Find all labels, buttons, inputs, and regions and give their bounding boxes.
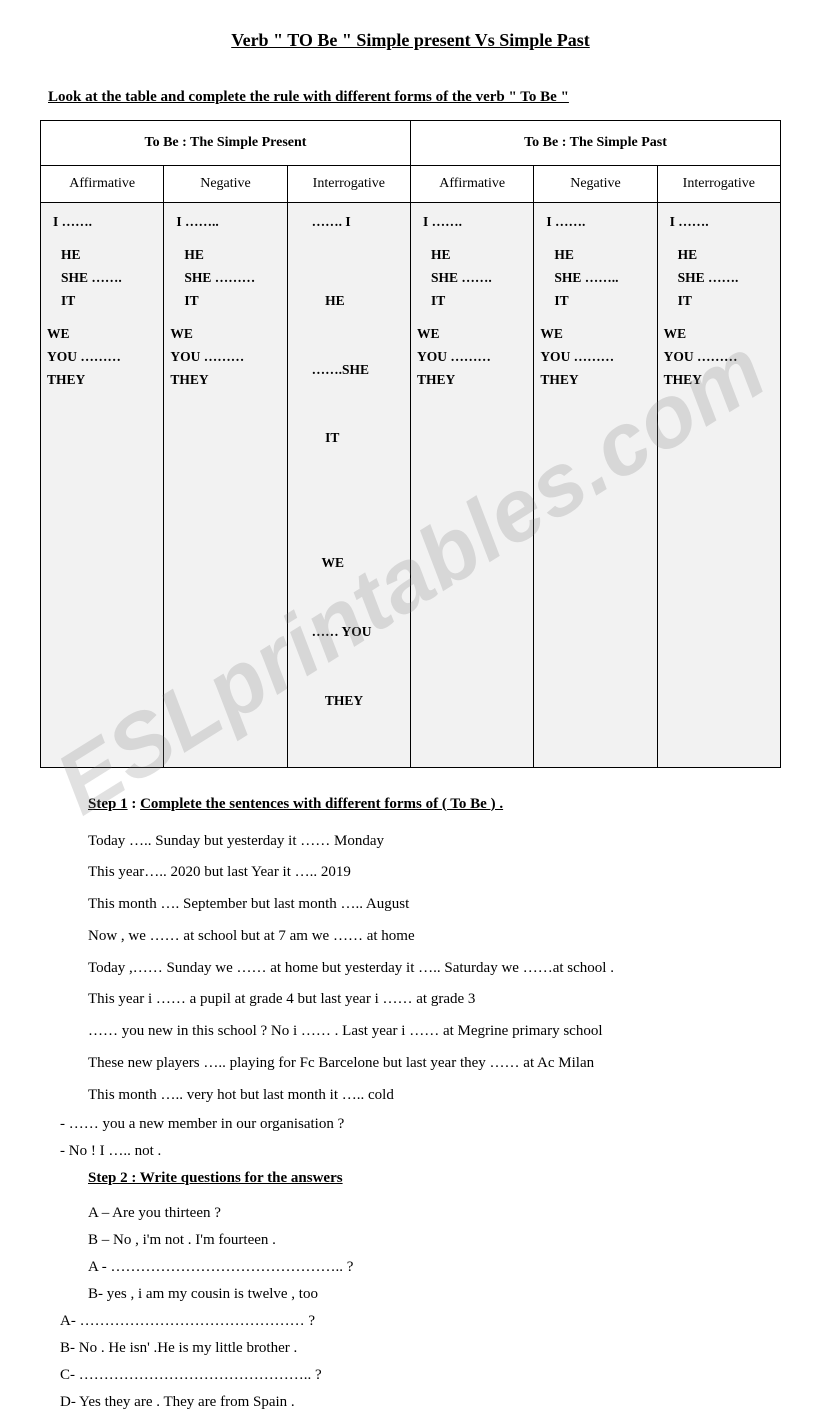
cell-line: SHE …….. bbox=[554, 267, 650, 290]
table-subheader-row: Affirmative Negative Interrogative Affir… bbox=[41, 166, 781, 203]
table-cell: I ……. HE SHE ……. IT WE YOU ……… THEY bbox=[41, 203, 164, 768]
sentence: This month ….. very hot but last month i… bbox=[88, 1085, 781, 1107]
table-header-row: To Be : The Simple Present To Be : The S… bbox=[41, 121, 781, 166]
subhead-cell: Negative bbox=[164, 166, 287, 203]
header-present: To Be : The Simple Present bbox=[41, 121, 411, 166]
cell-line: WE bbox=[417, 323, 527, 346]
cell-line: HE bbox=[61, 244, 157, 267]
cell-line: IT bbox=[184, 290, 280, 313]
table-cell: I ……. HE SHE ……. IT WE YOU ……… THEY bbox=[410, 203, 533, 768]
cell-line: WE bbox=[540, 323, 650, 346]
sentence: This year….. 2020 but last Year it ….. 2… bbox=[88, 862, 781, 884]
cell-line: I ……. bbox=[540, 211, 650, 234]
header-past: To Be : The Simple Past bbox=[410, 121, 780, 166]
cell-line: YOU ……… bbox=[540, 346, 650, 369]
cell-line: THEY bbox=[170, 369, 280, 392]
qa-line: A – Are you thirteen ? bbox=[88, 1205, 781, 1222]
cell-line: HE bbox=[554, 244, 650, 267]
cell-line: YOU ……… bbox=[170, 346, 280, 369]
instruction-text: Look at the table and complete the rule … bbox=[48, 89, 781, 106]
cell-line: IT bbox=[554, 290, 650, 313]
cell-line: ……. I bbox=[312, 211, 404, 234]
cell-line: IT bbox=[431, 290, 527, 313]
sentence-dash: - …… you a new member in our organisatio… bbox=[60, 1116, 781, 1133]
subhead-cell: Interrogative bbox=[287, 166, 410, 203]
cell-line: YOU ……… bbox=[417, 346, 527, 369]
sentence: …… you new in this school ? No i …… . La… bbox=[88, 1021, 781, 1043]
cell-line: SHE ……. bbox=[61, 267, 157, 290]
qa-line: B- No . He isn' .He is my little brother… bbox=[60, 1340, 781, 1357]
cell-line: HE bbox=[678, 244, 774, 267]
cell-line: THEY bbox=[417, 369, 527, 392]
table-cell: I ……. HE SHE …….. IT WE YOU ……… THEY bbox=[534, 203, 657, 768]
sentence-dash: - No ! I ….. not . bbox=[60, 1143, 781, 1160]
cell-line: I ……. bbox=[664, 211, 774, 234]
qa-line: B – No , i'm not . I'm fourteen . bbox=[88, 1232, 781, 1249]
cell-line: THEY bbox=[312, 690, 404, 713]
sentence: These new players ….. playing for Fc Bar… bbox=[88, 1053, 781, 1075]
sentence: This month …. September but last month …… bbox=[88, 894, 781, 916]
page-title: Verb " TO Be " Simple present Vs Simple … bbox=[40, 30, 781, 51]
cell-line: WE bbox=[312, 552, 404, 575]
cell-line: WE bbox=[170, 323, 280, 346]
qa-line: A- ……………………………………… ? bbox=[60, 1313, 781, 1330]
cell-line: …… YOU bbox=[312, 621, 404, 644]
sentence: This year i …… a pupil at grade 4 but la… bbox=[88, 989, 781, 1011]
qa-line: A - ……………………………………….. ? bbox=[88, 1259, 781, 1276]
cell-line: I ……. bbox=[417, 211, 527, 234]
cell-line: YOU ……… bbox=[47, 346, 157, 369]
subhead-cell: Interrogative bbox=[657, 166, 780, 203]
cell-line: IT bbox=[61, 290, 157, 313]
subhead-cell: Affirmative bbox=[410, 166, 533, 203]
qa-line: C- ……………………………………….. ? bbox=[60, 1367, 781, 1384]
cell-line: SHE ……… bbox=[184, 267, 280, 290]
cell-line: SHE ……. bbox=[678, 267, 774, 290]
cell-line: IT bbox=[312, 427, 404, 450]
cell-line: I …….. bbox=[170, 211, 280, 234]
cell-line: HE bbox=[431, 244, 527, 267]
step1-label-bold: Step 1 bbox=[88, 796, 128, 812]
step2-block: Step 2 : Write questions for the answers… bbox=[88, 1170, 781, 1411]
cell-line: …….SHE bbox=[312, 359, 404, 382]
step1-label: Step 1 : Complete the sentences with dif… bbox=[88, 796, 781, 813]
cell-line: THEY bbox=[47, 369, 157, 392]
step1-block: Step 1 : Complete the sentences with dif… bbox=[88, 796, 781, 1161]
cell-line: YOU ……… bbox=[664, 346, 774, 369]
qa-line: D- Yes they are . They are from Spain . bbox=[60, 1394, 781, 1411]
cell-line: THEY bbox=[540, 369, 650, 392]
cell-line: WE bbox=[664, 323, 774, 346]
cell-line: THEY bbox=[664, 369, 774, 392]
cell-line: SHE ……. bbox=[431, 267, 527, 290]
cell-line: I ……. bbox=[47, 211, 157, 234]
subhead-cell: Affirmative bbox=[41, 166, 164, 203]
cell-line: IT bbox=[678, 290, 774, 313]
qa-line: B- yes , i am my cousin is twelve , too bbox=[88, 1286, 781, 1303]
table-body-row: I ……. HE SHE ……. IT WE YOU ……… THEY I ……… bbox=[41, 203, 781, 768]
table-cell: I …….. HE SHE ……… IT WE YOU ……… THEY bbox=[164, 203, 287, 768]
sentence: Today ,…… Sunday we …… at home but yeste… bbox=[88, 958, 781, 980]
cell-line: HE bbox=[312, 290, 404, 313]
step2-title: Step 2 : Write questions for the answers bbox=[88, 1170, 781, 1187]
table-cell: ……. I HE …….SHE IT WE …… YOU THEY bbox=[287, 203, 410, 768]
subhead-cell: Negative bbox=[534, 166, 657, 203]
sentence: Today ….. Sunday but yesterday it …… Mon… bbox=[88, 831, 781, 853]
table-cell: I ……. HE SHE ……. IT WE YOU ……… THEY bbox=[657, 203, 780, 768]
sentence: Now , we …… at school but at 7 am we …… … bbox=[88, 926, 781, 948]
verb-table: To Be : The Simple Present To Be : The S… bbox=[40, 120, 781, 768]
step1-label-rest: Complete the sentences with different fo… bbox=[140, 796, 503, 812]
cell-line: HE bbox=[184, 244, 280, 267]
cell-line: WE bbox=[47, 323, 157, 346]
